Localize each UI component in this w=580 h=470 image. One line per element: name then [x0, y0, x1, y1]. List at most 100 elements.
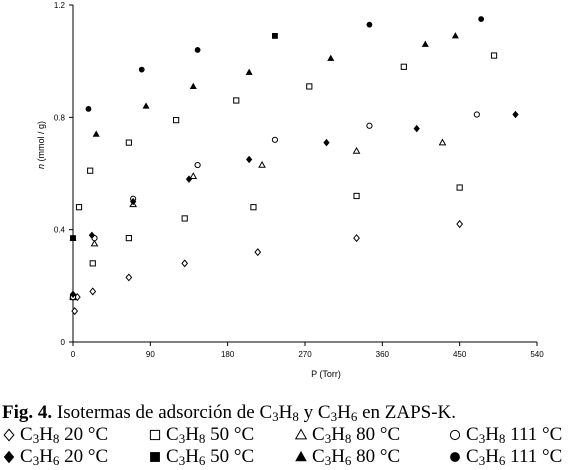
- legend-text: H: [331, 446, 345, 467]
- data-point: [438, 138, 447, 146]
- legend-item: C3H6 111 °C: [448, 446, 580, 468]
- square-marker-icon: [150, 452, 160, 462]
- data-point: [272, 32, 278, 39]
- x-tick-label: 450: [453, 350, 467, 359]
- data-point: [125, 273, 133, 282]
- data-point: [271, 136, 279, 143]
- legend-item: C3H6 50 °C: [148, 446, 294, 468]
- legend-item: C3H8 80 °C: [294, 424, 448, 446]
- legend-subscript: 3: [324, 431, 332, 446]
- legend-label: C3H8 80 °C: [312, 424, 400, 446]
- x-axis-label: P (Torr): [311, 369, 341, 379]
- series-diamond-open: [69, 220, 464, 316]
- legend-label: C3H6 50 °C: [166, 446, 254, 468]
- caption-text: y C: [298, 402, 331, 423]
- data-point: [85, 106, 92, 112]
- legend-subscript: 3: [178, 431, 186, 446]
- y-tick-label: 0.4: [54, 226, 66, 235]
- caption-subscript: 3: [272, 409, 279, 424]
- data-point: [366, 21, 373, 28]
- legend-label: C3H8 20 °C: [20, 424, 108, 446]
- legend-subscript: 8: [52, 431, 60, 446]
- legend-marker-shape: [295, 450, 307, 462]
- legend-subscript: 6: [52, 453, 60, 468]
- legend-subscript: 6: [198, 453, 206, 468]
- data-point: [451, 32, 459, 39]
- data-point: [90, 239, 99, 247]
- data-point: [125, 234, 132, 242]
- legend-marker-shape: [449, 429, 461, 441]
- data-point: [512, 110, 519, 119]
- data-point: [125, 139, 132, 146]
- x-tick-label: 360: [376, 350, 390, 359]
- data-point: [138, 66, 145, 73]
- series-triangle-filled: [69, 32, 459, 241]
- data-point: [353, 192, 360, 200]
- data-point: [70, 235, 76, 241]
- data-point: [245, 68, 253, 75]
- legend-text: C: [312, 446, 325, 467]
- legend-text: H: [485, 424, 499, 445]
- data-point: [421, 40, 429, 47]
- caption-subscript: 6: [350, 409, 358, 424]
- legend-subscript: 3: [178, 453, 186, 468]
- legend-text: C: [20, 446, 33, 467]
- caption-text: H: [337, 402, 351, 423]
- legend-text: 20 °C: [59, 424, 109, 445]
- y-axis-label-symbol: n: [36, 164, 46, 169]
- data-point: [75, 204, 83, 211]
- legend-marker-shape: [150, 452, 160, 462]
- legend-item: C3H8 111 °C: [448, 424, 580, 446]
- data-point: [185, 175, 193, 183]
- figure-number: Fig. 4.: [2, 402, 53, 423]
- legend-label: C3H8 111 °C: [466, 424, 562, 446]
- data-point: [306, 83, 313, 90]
- legend-item: C3H8 20 °C: [2, 424, 148, 446]
- legend-subscript: 3: [32, 453, 40, 468]
- circle-marker-icon: [449, 429, 461, 441]
- chart-legend: C3H8 20 °C C3H8 50 °C C3H8 80 °C C3H8 111 °…: [2, 424, 580, 468]
- legend-subscript: 6: [344, 453, 352, 468]
- legend-text: H: [185, 446, 199, 467]
- series-square-open: [69, 52, 498, 301]
- data-point: [490, 52, 498, 59]
- legend-text: 20 °C: [59, 446, 109, 467]
- data-point: [352, 146, 361, 154]
- data-point: [456, 220, 464, 229]
- data-point: [89, 287, 97, 296]
- legend-text: 50 °C: [205, 424, 255, 445]
- isotherm-chart: 0 90 180 270 360 450 540 0 0.4 0.8 1.2 P (Torr) n …: [36, 1, 544, 379]
- series-circle-filled: [70, 16, 485, 241]
- legend-marker-shape: [450, 452, 460, 462]
- y-tick-label: 1.2: [54, 1, 66, 10]
- x-tick-label: 90: [146, 350, 155, 359]
- data-point: [89, 260, 96, 267]
- legend-subscript: 8: [498, 431, 506, 446]
- data-point: [189, 82, 197, 89]
- legend-text: C: [20, 424, 33, 445]
- chart-axes: 0 90 180 270 360 450 540 0 0.4 0.8 1.2: [54, 1, 544, 359]
- data-point: [413, 124, 420, 133]
- y-tick-label: 0.8: [54, 113, 66, 122]
- x-tick-label: 270: [298, 350, 312, 359]
- legend-subscript: 8: [344, 431, 352, 446]
- data-point: [71, 307, 79, 316]
- legend-item: C3H6 80 °C: [294, 446, 448, 468]
- x-tick-label: 540: [530, 350, 544, 359]
- series-square-filled: [70, 32, 278, 241]
- legend-subscript: 3: [478, 453, 486, 468]
- data-point: [254, 248, 262, 257]
- legend-marker-shape: [149, 429, 161, 441]
- data-point: [142, 102, 150, 109]
- caption-subscript: 8: [292, 409, 299, 424]
- legend-text: 80 °C: [351, 446, 401, 467]
- legend-text: C: [166, 446, 179, 467]
- legend-text: C: [166, 424, 179, 445]
- legend-subscript: 6: [498, 453, 506, 468]
- data-point: [258, 160, 266, 168]
- legend-text: 111 °C: [505, 424, 563, 445]
- legend-subscript: 3: [478, 431, 486, 446]
- triangle-marker-icon: [294, 428, 308, 440]
- data-point: [400, 63, 407, 70]
- legend-text: C: [466, 446, 479, 467]
